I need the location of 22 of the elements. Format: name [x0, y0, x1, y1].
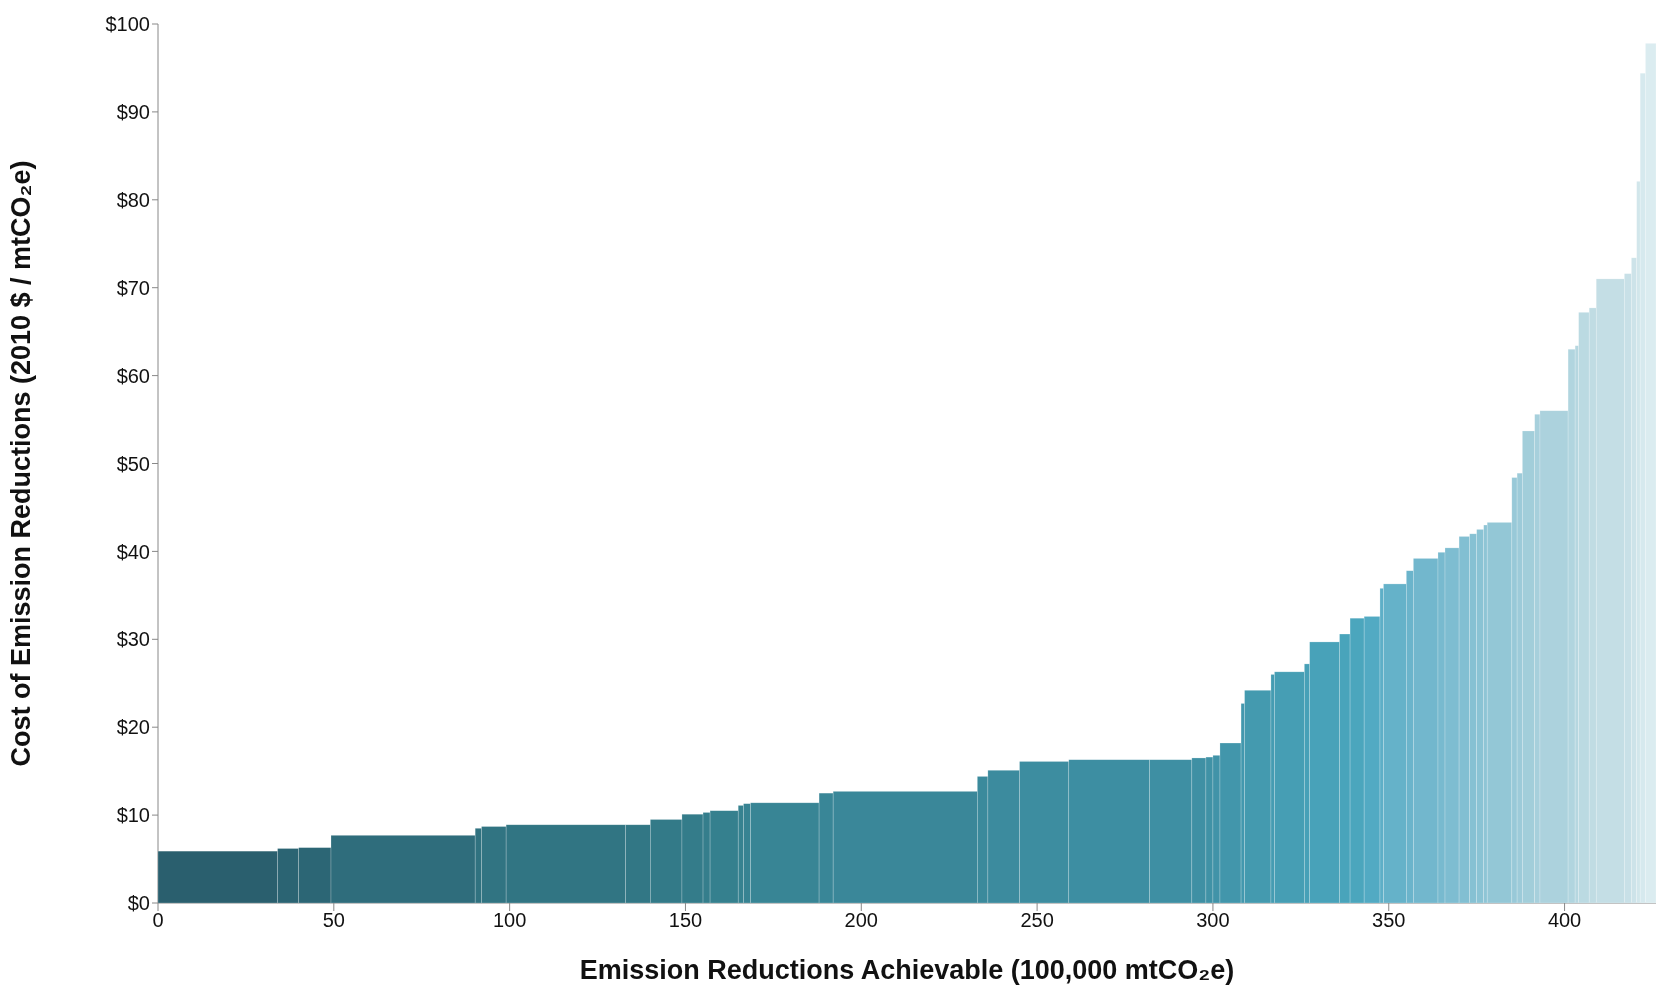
x-tick-label: 50 [322, 909, 345, 932]
x-tick-label: 350 [1372, 909, 1406, 932]
x-tick-label: 250 [1020, 909, 1054, 932]
y-tick-label: $10 [116, 804, 150, 827]
y-tick-label: $30 [116, 628, 150, 651]
x-tick-label: 400 [1547, 909, 1582, 932]
x-tick-label: 200 [844, 909, 878, 932]
x-tick-label: 300 [1196, 909, 1230, 932]
y-tick-label: $0 [127, 892, 150, 915]
y-tick-label: $90 [116, 101, 150, 123]
y-tick-label: $70 [116, 276, 150, 299]
x-tick-label: 150 [668, 909, 703, 932]
y-tick-label: $100 [105, 13, 150, 36]
y-tick-label: $50 [116, 452, 150, 475]
y-tick-label: $40 [116, 540, 150, 563]
x-tick-label: 100 [492, 909, 527, 932]
y-tick-label: $80 [116, 188, 150, 211]
y-tick-label: $20 [116, 716, 150, 739]
x-tick-label: 0 [152, 909, 164, 932]
x-axis-title: Emission Reductions Achievable (100,000 mtCO₂e) [579, 955, 1235, 985]
y-axis-title: Cost of Emission Reductions (2010 $ / mtCO₂e) [5, 160, 36, 767]
y-tick-label: $60 [116, 364, 150, 387]
